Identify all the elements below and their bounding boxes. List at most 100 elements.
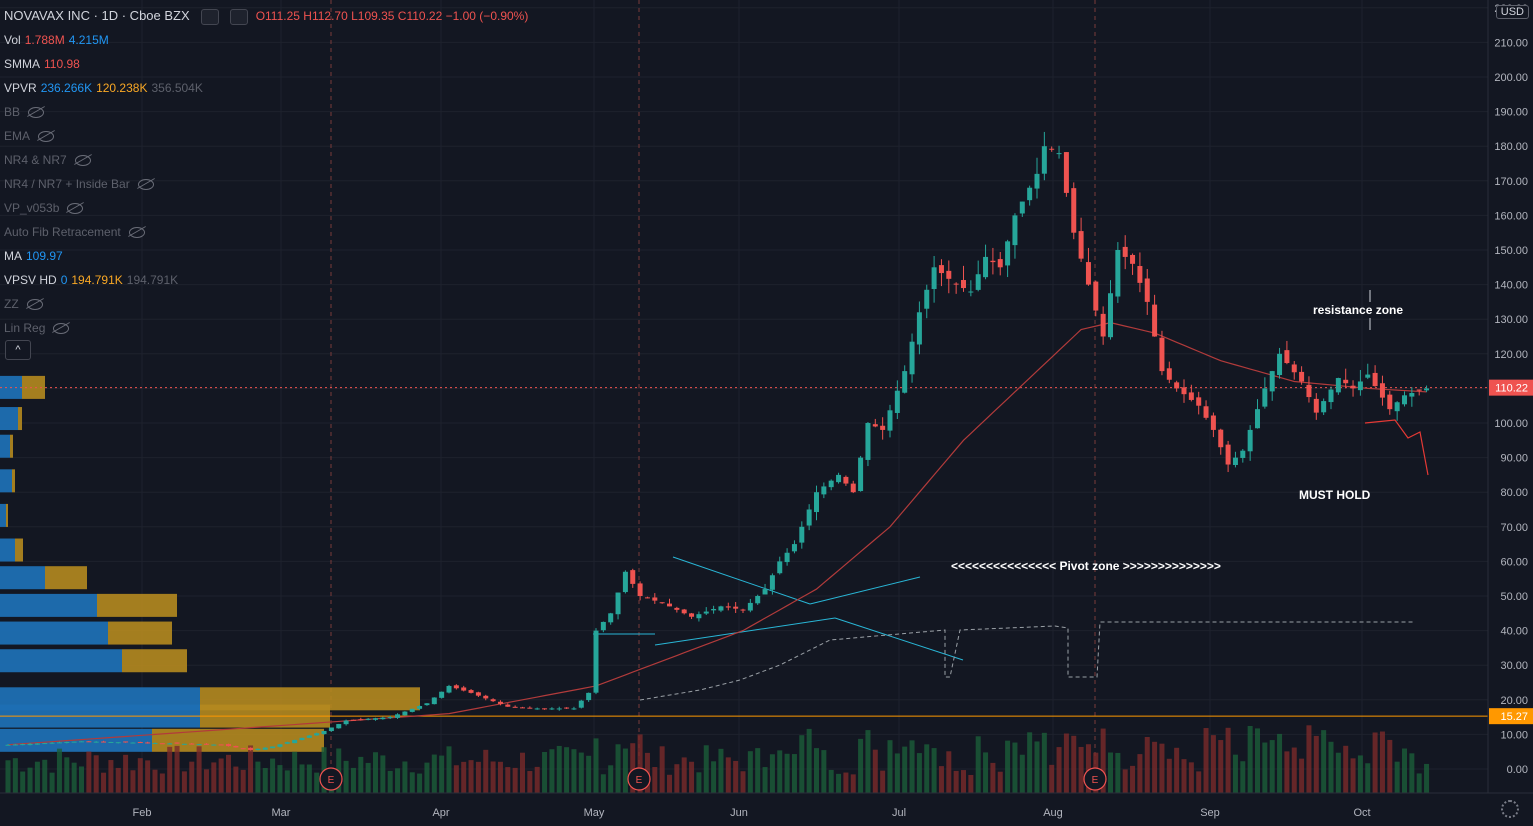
indicator-value: 120.238K [96,81,148,95]
volume-bar [542,752,548,793]
indicator-auto-fib-retracement[interactable]: Auto Fib Retracement [4,220,532,244]
settings-gear-icon[interactable] [1501,800,1519,818]
indicator-nr4-nr7-inside-bar[interactable]: NR4 / NR7 + Inside Bar [4,172,532,196]
candle-body [1291,364,1297,373]
candle-body [336,724,342,729]
candle-body [1394,402,1400,412]
volume-bar [1416,773,1422,793]
volume-bar [1071,735,1077,793]
volume-bar [49,772,55,793]
hidden-eye-icon[interactable] [67,203,84,215]
candle-body [1049,148,1055,150]
candle-body [446,685,452,693]
volume-bar [181,771,187,793]
indicator-bb[interactable]: BB [4,100,532,124]
volume-bar [777,750,783,793]
candle-body [916,312,922,345]
candle-body [1262,388,1268,407]
hidden-eye-icon[interactable] [74,155,91,167]
volume-bar [79,766,84,793]
price-tick-label: 90.00 [1500,453,1528,465]
profile-down-bar [97,593,177,617]
indicator-vp-v053b[interactable]: VP_v053b [4,196,532,220]
indicator-name: Lin Reg [4,321,46,335]
candle-body [1056,153,1062,155]
candle-body [674,607,680,610]
volume-bar [1181,759,1187,793]
collapse-legend-button[interactable]: ^ [5,340,31,360]
indicator-value: 194.791K [71,273,123,287]
indicator-value: 356.504K [151,81,203,95]
indicator-vpsv-hd[interactable]: VPSV HD 0 194.791K 194.791K [4,268,532,292]
candle-body [946,270,952,279]
candle-body [1063,152,1069,193]
volume-bar [417,773,423,793]
hidden-eye-icon[interactable] [28,107,45,119]
indicator-lin-reg[interactable]: Lin Reg [4,316,532,340]
volume-bar [990,762,996,793]
volume-bar [424,762,430,793]
indicator-vpvr[interactable]: VPVR 236.266K 120.238K 356.504K [4,76,532,100]
candle-body [49,742,55,744]
candle-body [1122,246,1128,257]
candle-body [747,602,753,611]
volume-bar [123,754,129,793]
indicator-ema[interactable]: EMA [4,124,532,148]
month-label: Jun [730,807,748,819]
price-tick-label: 30.00 [1500,660,1528,672]
candle-body [453,685,459,689]
symbol-title[interactable]: NOVAVAX INC · 1D · Cboe BZX [4,8,190,23]
volume-bar [93,755,99,793]
volume-bar [284,770,290,793]
candle-body [270,746,276,749]
candle-body [520,707,525,709]
candles [5,131,1430,751]
hidden-eye-icon[interactable] [128,227,145,239]
chart-style-button[interactable] [230,8,249,25]
candle-body [42,743,48,745]
candle-body [997,259,1003,268]
candle-body [836,474,842,483]
candle-body [1365,374,1371,378]
candle-body [1218,429,1224,448]
volume-bar [659,746,665,793]
candle-body [644,597,650,599]
candle-body [174,742,180,744]
compare-button[interactable] [201,8,219,25]
hidden-eye-icon[interactable] [26,299,43,311]
hidden-eye-icon[interactable] [137,179,154,191]
candle-body [1387,394,1393,410]
time-axis-bg [0,793,1533,826]
candle-body [600,621,606,631]
indicator-value: 0 [60,273,68,287]
volume-bar [299,764,305,793]
candle-body [1255,409,1260,429]
volume-bar [564,747,570,793]
hidden-eye-icon[interactable] [38,131,55,143]
profile-up-bar [0,593,97,617]
candle-body [784,552,790,563]
indicator-nr4-nr7[interactable]: NR4 & NR7 [4,148,532,172]
indicator-zz[interactable]: ZZ [4,292,532,316]
candle-body [475,692,481,696]
candle-body [931,267,937,290]
candle-body [1159,337,1165,372]
candle-body [365,718,371,720]
legend: NOVAVAX INC · 1D · Cboe BZX O111.25 H112… [4,4,532,340]
indicator-vol[interactable]: Vol 1.788M 4.215M [4,28,532,52]
currency-button[interactable]: USD [1495,5,1529,19]
candle-body [1196,397,1202,406]
indicator-value: 110.98 [44,57,80,71]
volume-bar [86,751,92,793]
candle-body [130,742,136,744]
hidden-eye-icon[interactable] [53,323,70,335]
candle-body [637,583,643,596]
indicator-ma[interactable]: MA 109.97 [4,244,532,268]
volume-bar [997,771,1003,793]
volume-bar [549,749,555,793]
candle-body [652,597,658,601]
trendline [672,556,811,605]
candle-body [1409,393,1415,397]
indicator-smma[interactable]: SMMA 110.98 [4,52,532,76]
